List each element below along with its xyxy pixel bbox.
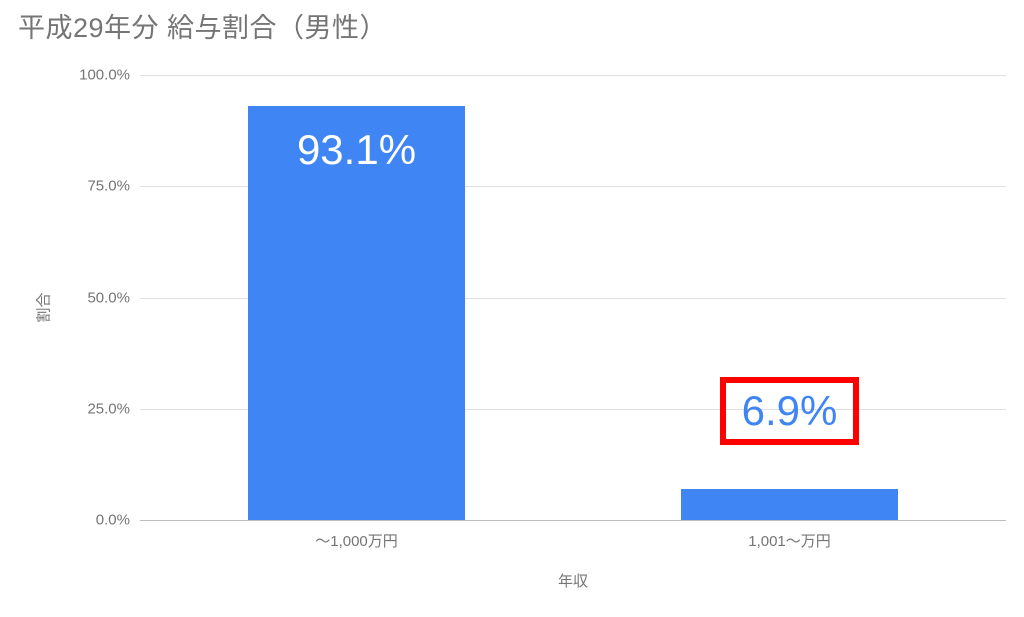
bar bbox=[681, 489, 898, 520]
y-axis-title: 割合 bbox=[33, 292, 54, 322]
chart-title: 平成29年分 給与割合（男性） bbox=[18, 6, 387, 45]
y-tick-label: 0.0% bbox=[96, 512, 130, 529]
y-tick-label: 25.0% bbox=[87, 400, 130, 417]
x-axis-title: 年収 bbox=[558, 570, 588, 591]
highlight-box bbox=[720, 377, 860, 445]
y-tick-label: 75.0% bbox=[87, 178, 130, 195]
data-label: 93.1% bbox=[297, 126, 416, 174]
x-tick-label: 1,001〜万円 bbox=[748, 530, 831, 551]
x-tick-label: 〜1,000万円 bbox=[315, 530, 398, 551]
y-tick-label: 50.0% bbox=[87, 289, 130, 306]
salary-ratio-chart: 平成29年分 給与割合（男性） 0.0%25.0%50.0%75.0%100.0… bbox=[0, 0, 1024, 617]
gridline bbox=[140, 75, 1006, 76]
plot-area: 0.0%25.0%50.0%75.0%100.0%〜1,000万円93.1%1,… bbox=[140, 75, 1006, 520]
x-axis-baseline bbox=[140, 520, 1006, 521]
y-tick-label: 100.0% bbox=[79, 67, 130, 84]
